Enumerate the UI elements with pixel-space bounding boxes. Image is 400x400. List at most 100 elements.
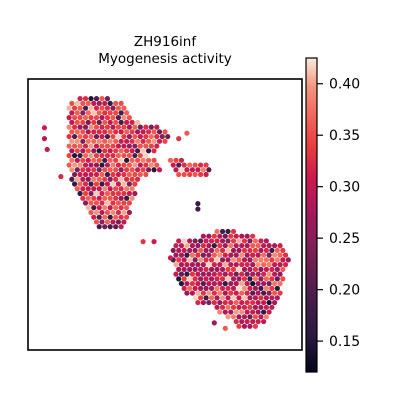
tissue-spot (121, 143, 127, 149)
tissue-spot (206, 271, 212, 277)
tissue-spot (102, 138, 108, 144)
tissue-spot (280, 276, 286, 282)
tissue-spot (195, 281, 201, 287)
tissue-spot (99, 209, 105, 216)
tissue-spot (211, 271, 217, 277)
tissue-spot (236, 323, 242, 329)
tissue-spot (181, 257, 187, 263)
tissue-spot (44, 146, 50, 153)
tissue-spot (140, 148, 146, 154)
tissue-spot (261, 243, 267, 249)
tissue-spot (91, 205, 97, 211)
tissue-spot (200, 271, 206, 277)
tissue-spot (151, 129, 157, 135)
tissue-spot (214, 228, 220, 235)
tissue-spot (217, 281, 223, 287)
tissue-spot (151, 157, 157, 163)
tissue-spot (233, 309, 239, 315)
tissue-spot (250, 233, 256, 239)
title-line-1: ZH916inf (134, 34, 197, 50)
tissue-spot (71, 133, 78, 140)
tissue-spot (91, 119, 97, 125)
tissue-spot (244, 318, 250, 325)
tissue-spot (148, 143, 154, 149)
tissue-spot (118, 195, 124, 201)
tissue-spot (88, 190, 94, 197)
tissue-spot (110, 209, 116, 216)
colorbar-tick-label: 0.40 (329, 77, 360, 93)
tissue-spot (181, 162, 187, 168)
tissue-spot (110, 190, 116, 197)
tissue-spot (187, 266, 193, 272)
tissue-spot (228, 271, 234, 277)
tissue-spot (151, 167, 157, 173)
tissue-spot (129, 119, 135, 125)
tissue-spot (274, 257, 280, 263)
tissue-spot (266, 243, 272, 249)
tissue-spot (77, 105, 83, 111)
tissue-spot (99, 219, 105, 225)
tissue-spot (241, 247, 248, 254)
tissue-spot (282, 262, 289, 268)
tissue-spot (85, 129, 91, 135)
tissue-spot (258, 276, 264, 282)
tissue-spot (126, 115, 132, 121)
tissue-spot (102, 100, 108, 106)
tissue-spot (167, 255, 174, 261)
tissue-spot (211, 233, 217, 239)
tissue-spot (102, 119, 108, 125)
tissue-spot (181, 285, 187, 291)
tissue-spot (247, 276, 253, 282)
tissue-spot (233, 299, 239, 306)
tissue-spot (121, 133, 127, 140)
tissue-spot (80, 148, 86, 154)
tissue-spot (132, 171, 138, 178)
tissue-spot (145, 167, 152, 173)
tissue-spot (107, 129, 113, 135)
tissue-spot (263, 314, 269, 320)
tissue-spot (77, 162, 83, 168)
tissue-spot (217, 309, 223, 315)
tissue-spot (80, 138, 86, 144)
tissue-spot (93, 171, 100, 178)
tissue-spot (203, 247, 209, 254)
tissue-spot (274, 295, 280, 301)
tissue-spot (132, 133, 138, 140)
tissue-spot (110, 171, 116, 178)
tissue-spot (124, 186, 130, 192)
tissue-spot (187, 162, 193, 168)
tissue-spot (132, 181, 138, 187)
tissue-spot (263, 285, 269, 291)
tissue-spot (74, 157, 80, 163)
tissue-spot (137, 171, 143, 178)
tissue-spot (88, 181, 94, 187)
tissue-spot (236, 257, 242, 263)
tissue-spot (104, 143, 111, 149)
tissue-spot (198, 257, 204, 263)
tissue-spot (118, 148, 124, 154)
tissue-spot (192, 285, 198, 291)
tissue-spot (233, 243, 239, 249)
tissue-spot (69, 110, 75, 116)
tissue-spot (269, 247, 275, 254)
tissue-spot (113, 167, 119, 173)
tissue-spot (77, 171, 83, 178)
tissue-spot (91, 110, 97, 116)
tissue-spot (126, 162, 132, 168)
tissue-spot (241, 276, 248, 282)
tissue-spot (208, 257, 215, 263)
tissue-spot (85, 205, 91, 211)
tissue-spot (162, 129, 168, 135)
tissue-spot (255, 252, 261, 258)
tissue-spot (195, 299, 201, 306)
tissue-spot (200, 290, 206, 296)
tissue-spot (107, 110, 113, 116)
tissue-spot (96, 205, 102, 211)
tissue-spot (214, 238, 220, 244)
tissue-spot (107, 167, 113, 173)
tissue-spot (198, 276, 204, 282)
tissue-spot (88, 115, 94, 121)
tissue-spot (80, 129, 86, 135)
tissue-spot (233, 233, 239, 239)
tissue-spot (198, 285, 204, 291)
